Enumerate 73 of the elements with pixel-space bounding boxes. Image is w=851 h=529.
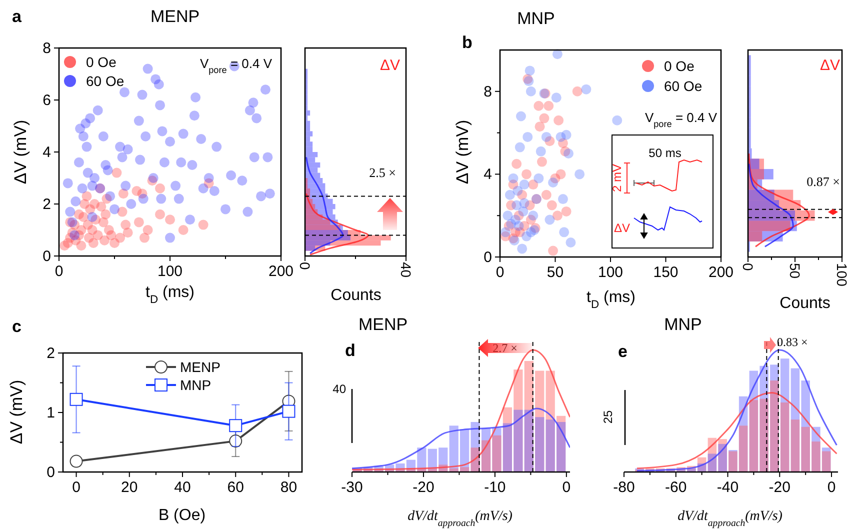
- x-tick-label: 0: [827, 479, 836, 496]
- annotation: d: [345, 341, 356, 360]
- x-tick-label: 50: [787, 263, 803, 279]
- y-tick-label: 4: [484, 166, 492, 184]
- legend-label: MENP: [180, 359, 220, 375]
- x-tick-label: 100: [598, 264, 624, 281]
- chart-title: MNP: [664, 315, 702, 334]
- y-tick-label: 1: [46, 404, 55, 422]
- x-axis-title: B (Oe): [158, 507, 206, 524]
- annotation: 2 mV: [610, 164, 624, 192]
- x-axis-title: Counts: [780, 295, 830, 312]
- y-axis-title: ΔV (mV): [11, 120, 30, 184]
- y-tick-label: 4: [42, 144, 51, 161]
- annotation: e: [618, 342, 628, 361]
- x-tick-label: 50: [546, 264, 564, 281]
- legend-label: 0 Oe: [664, 58, 695, 74]
- x-tick-label: 80: [280, 479, 298, 496]
- legend-label: 60 Oe: [664, 78, 702, 94]
- text: 0.83 ×: [777, 335, 808, 349]
- x-tick-label: -80: [613, 479, 635, 496]
- x-tick-label: 0: [72, 479, 80, 496]
- y-tick-label: 0: [46, 464, 55, 481]
- y-tick-label: 8: [42, 40, 51, 57]
- y-axis-title: ΔV (mV): [453, 120, 472, 184]
- text: 40: [332, 382, 346, 396]
- y-tick-label: 8: [484, 83, 492, 100]
- legend-label: MNP: [180, 377, 212, 393]
- annotation: 50 ms: [648, 146, 682, 160]
- annotation: V$_{pore}$ = 0.4 V: [200, 56, 272, 75]
- x-tick-label: -20: [768, 479, 790, 496]
- annotation: V$_{pore}$ = 0.4 V: [644, 110, 718, 129]
- x-tick-label: -60: [665, 479, 687, 496]
- x-axis-title: dV/dt$_{approach}$(mV/s): [408, 509, 513, 528]
- y-axis-title: ΔV (mV): [7, 380, 26, 444]
- x-tick-label: 100: [834, 263, 850, 287]
- chart-title: MNP: [517, 9, 555, 28]
- annotation: ΔV: [614, 221, 630, 235]
- annotation: ΔV: [820, 57, 840, 74]
- x-tick-label: -20: [412, 479, 434, 496]
- chart-title: MENP: [358, 315, 408, 334]
- x-tick-label: 40: [174, 479, 191, 496]
- x-tick-label: 0: [562, 479, 571, 496]
- x-axis-title: t$_{D}$ (ms): [146, 284, 194, 306]
- x-axis-title: t$_{D}$ (ms): [586, 289, 636, 311]
- legend-label: 0 Oe: [86, 54, 117, 70]
- x-tick-label: -30: [341, 479, 363, 496]
- legend-label: 60 Oe: [86, 73, 124, 89]
- x-tick-label: 200: [268, 263, 294, 280]
- x-tick-label: 200: [708, 264, 734, 281]
- x-tick-label: -10: [484, 479, 506, 496]
- x-tick-label: 40: [398, 262, 414, 278]
- x-tick-label: -40: [716, 479, 739, 496]
- x-axis-title: dV/dt$_{approach}$(mV/s): [678, 509, 783, 528]
- annotation: 2.5 ×: [369, 165, 396, 180]
- y-tick-label: 2: [46, 345, 55, 362]
- x-axis-title: Counts: [330, 287, 382, 304]
- text: b: [462, 33, 472, 52]
- x-tick-label: 20: [121, 479, 138, 496]
- x-tick-label: 100: [157, 263, 183, 280]
- x-tick-label: 150: [653, 264, 678, 281]
- y-tick-label: 2: [42, 196, 51, 213]
- annotation: ΔV: [380, 57, 400, 74]
- annotation: 0.87 ×: [806, 174, 840, 189]
- annotation: 2.7 ×: [492, 341, 518, 355]
- chart-title: MENP: [150, 7, 200, 26]
- x-tick-label: 0: [740, 263, 756, 271]
- y-tick-label: 6: [42, 92, 51, 109]
- text: 25: [601, 410, 615, 424]
- text: c: [12, 317, 22, 336]
- x-tick-label: 0: [297, 262, 313, 270]
- x-tick-label: 60: [227, 479, 244, 496]
- text: a: [12, 7, 22, 26]
- x-tick-label: 0: [496, 264, 504, 281]
